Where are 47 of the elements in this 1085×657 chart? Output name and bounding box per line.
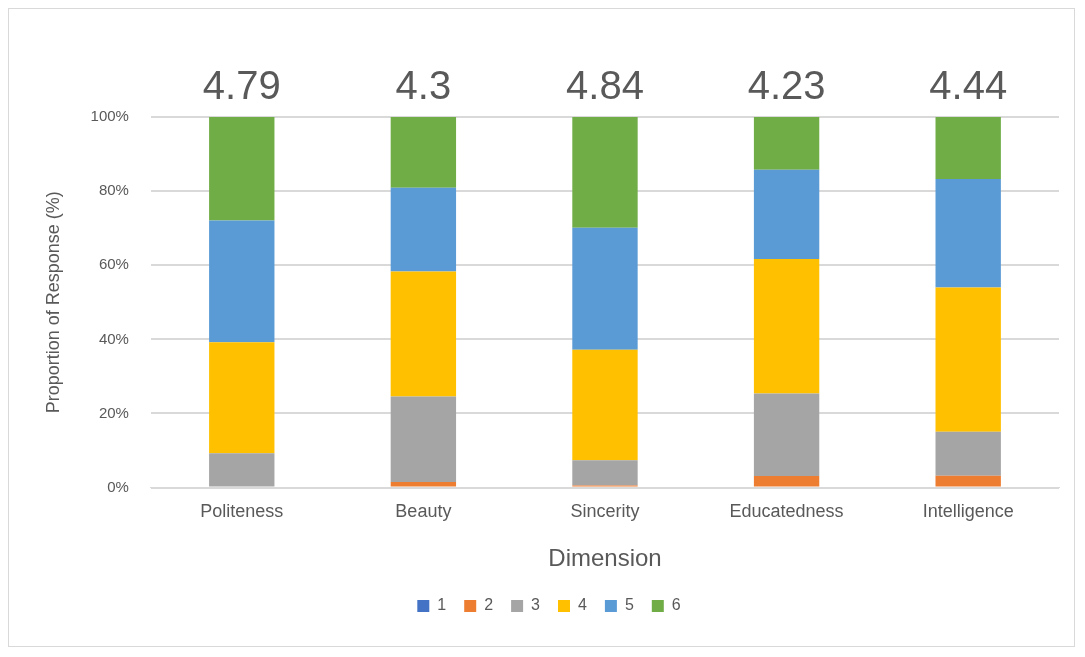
bar [753,169,820,259]
bar [209,453,275,487]
text: 4.3 [395,63,452,107]
text: 4.44 [929,63,1008,107]
bar [572,349,638,461]
bar [935,431,1001,476]
bar [390,396,457,483]
bar [390,117,457,188]
y-tick-label: 80% [98,181,129,199]
bar [935,178,1001,288]
bar [935,475,1001,487]
y-tick-label: 0% [107,477,129,495]
bar [390,271,457,397]
bar [390,482,457,487]
text: 4.23 [747,63,826,107]
legend-label: 5 [624,596,634,614]
bar [572,460,638,486]
legend-label: 4 [578,596,587,614]
x-tick-label: Politeness [200,501,284,522]
bar [209,342,275,454]
bar [572,227,638,350]
y-tick-label: 40% [98,329,129,347]
y-tick-label: 60% [98,255,129,273]
legend-label: 3 [531,596,541,614]
text: 4.79 [202,63,281,107]
bar [935,287,1001,432]
bar [390,187,457,272]
x-tick-label: Beauty [395,501,452,522]
bar [753,258,820,394]
x-tick-label: Educatedness [729,501,844,522]
bar [753,393,820,477]
x-tick-label: Sincerity [570,501,640,522]
bar [209,220,275,343]
legend-label: 2 [484,596,494,614]
bar [572,117,638,228]
y-tick-label: 20% [98,403,129,421]
bar [753,476,820,487]
bar [209,117,275,221]
text: 4.84 [566,63,644,107]
x-axis-title: Dimension [548,544,662,572]
y-tick-label: 100% [90,107,129,125]
bar [935,117,1001,179]
legend-label: 1 [437,596,447,614]
legend-label: 6 [671,596,681,614]
y-axis-title: Proportion of Response (%) [42,191,63,414]
x-tick-label: Intelligence [922,501,1014,522]
bar [753,117,820,170]
